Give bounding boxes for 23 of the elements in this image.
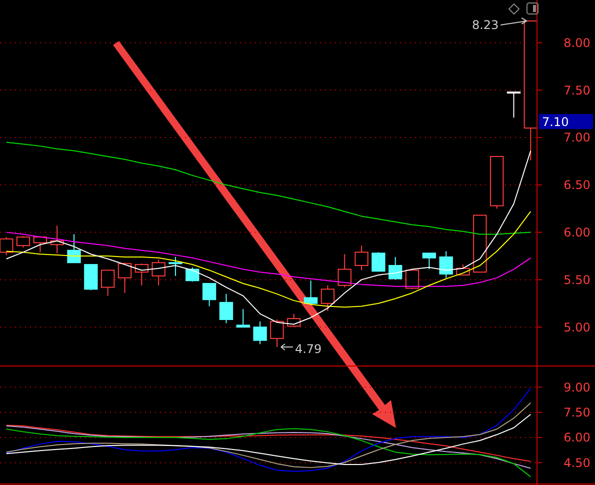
y-tick-label: 6.00 — [564, 430, 590, 445]
y-tick-label: 7.50 — [564, 406, 590, 420]
y-tick-label: 5.00 — [564, 320, 590, 334]
line-series — [6, 424, 532, 462]
candlestick — [219, 293, 234, 324]
y-tick-label: 6.00 — [564, 226, 590, 240]
y-tick-label: 8.00 — [564, 36, 590, 50]
y-tick-label: 7.00 — [564, 130, 590, 145]
y-tick-label: 6.50 — [564, 178, 590, 192]
annotation: 8.23 — [472, 18, 499, 32]
line-series — [6, 425, 532, 469]
y-tick-label: 7.50 — [564, 83, 590, 98]
line-series — [6, 388, 532, 472]
line-series — [6, 414, 532, 466]
line-series — [6, 428, 532, 478]
y-tick-label: 9.00 — [564, 380, 590, 394]
annotation: 4.79 — [294, 342, 322, 356]
text: 7.10 — [542, 114, 569, 129]
y-tick-label: 5.50 — [564, 272, 590, 287]
y-tick-label: 4.50 — [564, 456, 590, 470]
line-series — [6, 402, 532, 468]
line-series — [6, 142, 532, 235]
line-series — [6, 232, 532, 287]
